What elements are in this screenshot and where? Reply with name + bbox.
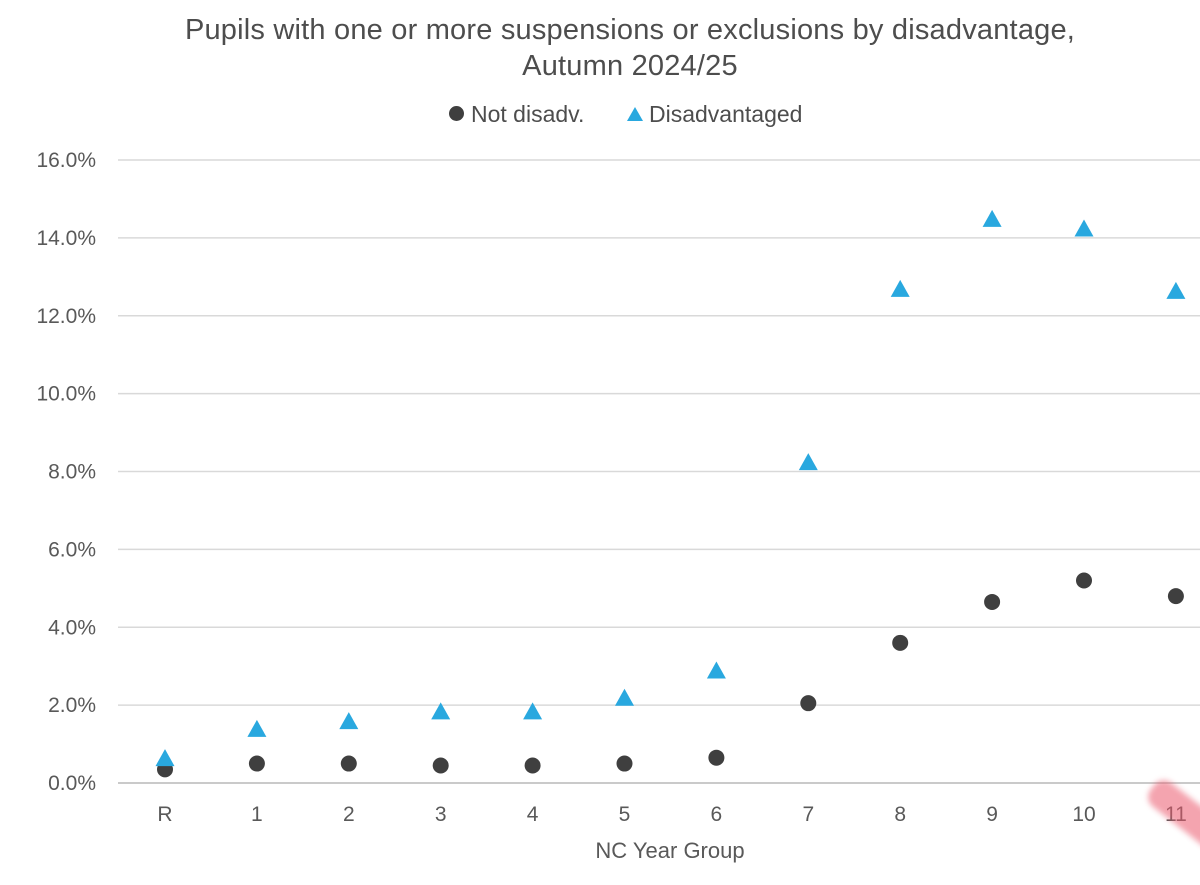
- y-tick-label: 2.0%: [48, 694, 96, 717]
- legend-label-disadvantaged: Disadvantaged: [649, 101, 803, 127]
- data-point-disadvantaged: [247, 719, 267, 737]
- data-point-disadvantaged: [1074, 219, 1094, 237]
- y-tick-label: 12.0%: [36, 305, 96, 328]
- data-point-not-disadvantaged: [800, 695, 817, 712]
- x-tick-label: 4: [527, 803, 539, 826]
- data-point-disadvantaged: [890, 279, 910, 297]
- data-point-disadvantaged: [431, 702, 451, 720]
- data-point-disadvantaged: [523, 702, 543, 720]
- data-point-disadvantaged: [339, 712, 359, 730]
- data-point-not-disadvantaged: [248, 755, 265, 772]
- data-point-disadvantaged: [1166, 281, 1186, 299]
- y-tick-label: 16.0%: [36, 149, 96, 172]
- x-tick-label: 7: [802, 803, 814, 826]
- x-tick-label: 10: [1072, 803, 1095, 826]
- data-point-not-disadvantaged: [432, 757, 449, 774]
- data-point-disadvantaged: [615, 688, 634, 706]
- x-axis-label: NC Year Group: [595, 838, 744, 863]
- data-point-disadvantaged: [982, 209, 1002, 227]
- data-point-not-disadvantaged: [1167, 588, 1184, 605]
- x-tick-label: 6: [711, 803, 723, 826]
- legend-label-not-disadvantaged: Not disadv.: [471, 101, 585, 127]
- y-tick-label: 6.0%: [48, 538, 96, 561]
- x-tick-label: 2: [343, 803, 355, 826]
- x-tick-label: R: [157, 803, 172, 826]
- y-tick-label: 8.0%: [48, 461, 96, 484]
- y-tick-label: 0.0%: [48, 772, 96, 795]
- legend-item-not-disadvantaged: Not disadv.: [449, 101, 584, 128]
- x-tick-label: 5: [619, 803, 631, 826]
- data-point-not-disadvantaged: [984, 593, 1001, 610]
- x-tick-label: 9: [986, 803, 998, 826]
- y-tick-label: 14.0%: [36, 227, 96, 250]
- data-point-not-disadvantaged: [616, 755, 633, 772]
- legend-item-disadvantaged: Disadvantaged: [627, 101, 802, 128]
- data-point-disadvantaged: [706, 661, 726, 679]
- data-point-not-disadvantaged: [524, 757, 541, 774]
- y-tick-label: 4.0%: [48, 616, 96, 639]
- x-tick-label: 1: [251, 803, 263, 826]
- y-tick-label: 10.0%: [36, 383, 96, 406]
- data-point-disadvantaged: [798, 453, 818, 471]
- x-tick-label: 3: [435, 803, 447, 826]
- x-tick-label: 8: [894, 803, 906, 826]
- circle-marker-icon: [449, 106, 464, 121]
- data-point-not-disadvantaged: [708, 749, 725, 766]
- data-point-not-disadvantaged: [892, 634, 909, 651]
- triangle-marker-icon: [627, 107, 643, 121]
- data-point-disadvantaged: [155, 749, 175, 767]
- chart-subtitle: Autumn 2024/25: [522, 50, 738, 82]
- data-point-not-disadvantaged: [340, 755, 357, 772]
- chart-title: Pupils with one or more suspensions or e…: [184, 14, 1076, 46]
- data-point-not-disadvantaged: [1076, 572, 1092, 589]
